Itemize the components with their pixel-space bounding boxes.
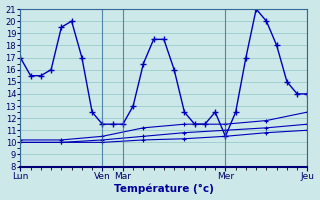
X-axis label: Température (°c): Température (°c) [114, 184, 214, 194]
